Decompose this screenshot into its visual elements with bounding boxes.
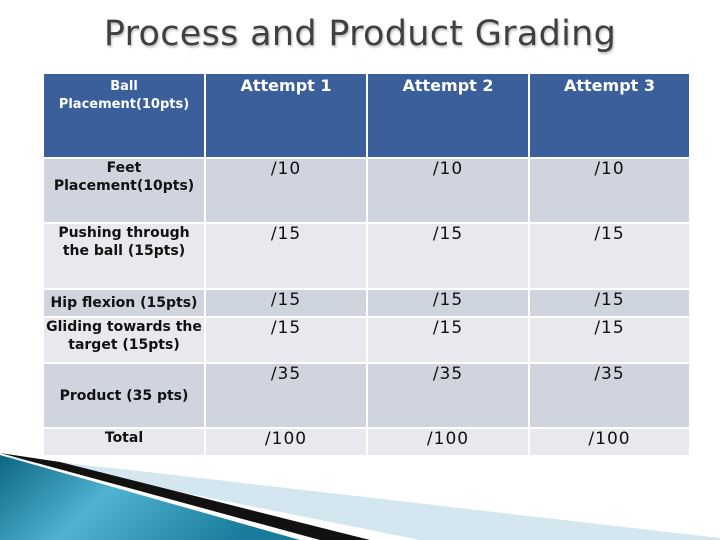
header-criterion: Ball Placement(10pts) bbox=[42, 72, 206, 159]
decorative-swoosh bbox=[0, 453, 720, 540]
score-cell: /15 bbox=[204, 222, 368, 290]
table-row-total: Total /100 /100 /100 bbox=[42, 427, 691, 457]
score-cell: /15 bbox=[366, 222, 530, 290]
row-label: Pushing through the ball (15pts) bbox=[42, 222, 206, 290]
score-cell: /15 bbox=[528, 316, 691, 364]
slide-title: Process and Product Grading bbox=[103, 14, 617, 54]
score-cell: /35 bbox=[204, 362, 368, 429]
score-cell: /10 bbox=[528, 157, 691, 224]
score-cell: /15 bbox=[528, 222, 691, 290]
score-cell: /100 bbox=[528, 427, 691, 457]
score-cell: /15 bbox=[204, 288, 368, 318]
header-attempt-1: Attempt 1 bbox=[204, 72, 368, 159]
score-cell: /35 bbox=[528, 362, 691, 429]
score-cell: /15 bbox=[204, 316, 368, 364]
row-label: Feet Placement(10pts) bbox=[42, 157, 206, 224]
score-cell: /100 bbox=[366, 427, 530, 457]
score-cell: /15 bbox=[366, 288, 530, 318]
table-row: Hip flexion (15pts) /15 /15 /15 bbox=[42, 288, 691, 318]
row-label: Hip flexion (15pts) bbox=[42, 288, 206, 318]
row-label: Product (35 pts) bbox=[42, 362, 206, 429]
table-row: Product (35 pts) /35 /35 /35 bbox=[42, 362, 691, 429]
table-header-row: Ball Placement(10pts) Attempt 1 Attempt … bbox=[42, 72, 691, 159]
header-attempt-2: Attempt 2 bbox=[366, 72, 530, 159]
row-label: Total bbox=[42, 427, 206, 457]
score-cell: /15 bbox=[528, 288, 691, 318]
score-cell: /100 bbox=[204, 427, 368, 457]
table-row: Gliding towards the target (15pts) /15 /… bbox=[42, 316, 691, 364]
grading-table: Ball Placement(10pts) Attempt 1 Attempt … bbox=[42, 72, 691, 457]
table-row: Pushing through the ball (15pts) /15 /15… bbox=[42, 222, 691, 290]
score-cell: /10 bbox=[366, 157, 530, 224]
header-attempt-3: Attempt 3 bbox=[528, 72, 691, 159]
score-cell: /15 bbox=[366, 316, 530, 364]
row-label: Gliding towards the target (15pts) bbox=[42, 316, 206, 364]
table-row: Feet Placement(10pts) /10 /10 /10 bbox=[42, 157, 691, 224]
score-cell: /10 bbox=[204, 157, 368, 224]
score-cell: /35 bbox=[366, 362, 530, 429]
